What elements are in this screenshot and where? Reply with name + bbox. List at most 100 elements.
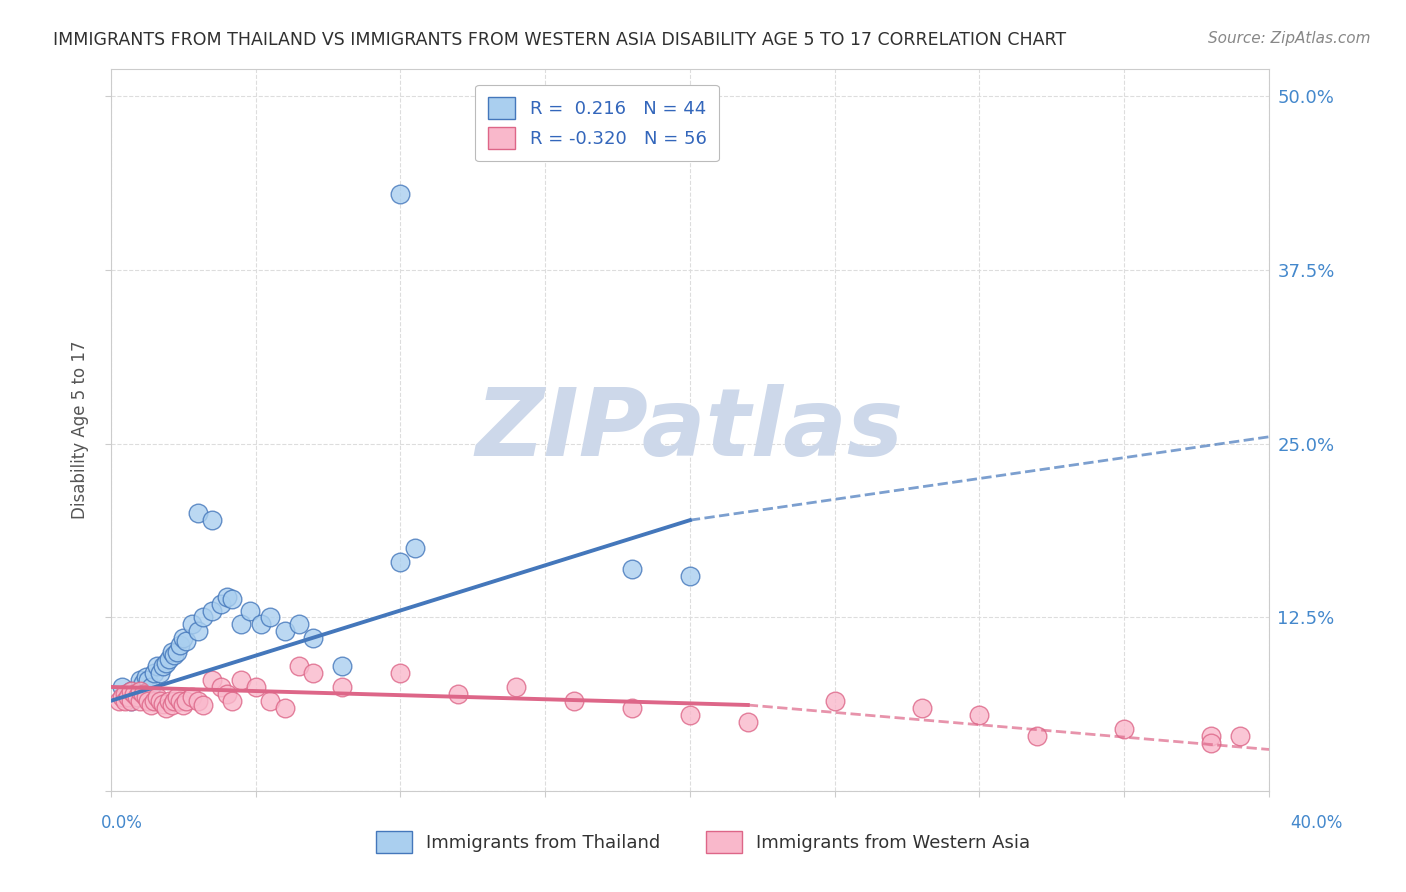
Point xyxy=(160,698,183,712)
Point xyxy=(131,675,153,690)
Point xyxy=(187,624,209,639)
Point xyxy=(138,694,160,708)
Point xyxy=(332,659,354,673)
Point xyxy=(1229,729,1251,743)
Point xyxy=(245,680,267,694)
Point xyxy=(114,687,136,701)
Point xyxy=(250,617,273,632)
Point xyxy=(172,698,194,712)
Y-axis label: Disability Age 5 to 17: Disability Age 5 to 17 xyxy=(72,341,89,519)
Point xyxy=(111,680,134,694)
Point xyxy=(131,687,153,701)
Point xyxy=(239,603,262,617)
Point xyxy=(114,694,136,708)
Text: IMMIGRANTS FROM THAILAND VS IMMIGRANTS FROM WESTERN ASIA DISABILITY AGE 5 TO 17 : IMMIGRANTS FROM THAILAND VS IMMIGRANTS F… xyxy=(53,31,1067,49)
Point xyxy=(221,694,243,708)
Point xyxy=(174,694,197,708)
Text: 40.0%: 40.0% xyxy=(1291,814,1343,831)
Text: Source: ZipAtlas.com: Source: ZipAtlas.com xyxy=(1208,31,1371,46)
Legend: Immigrants from Thailand, Immigrants from Western Asia: Immigrants from Thailand, Immigrants fro… xyxy=(368,824,1038,861)
Point xyxy=(302,666,325,681)
Point xyxy=(160,645,183,659)
Point xyxy=(120,694,142,708)
Point xyxy=(117,687,139,701)
Point xyxy=(163,648,186,662)
Text: 0.0%: 0.0% xyxy=(101,814,143,831)
Point xyxy=(1199,729,1222,743)
Point xyxy=(141,698,163,712)
Point xyxy=(114,690,136,704)
Point xyxy=(229,673,252,687)
Point xyxy=(201,673,224,687)
Point xyxy=(910,700,932,714)
Point xyxy=(229,617,252,632)
Point xyxy=(166,690,188,704)
Point xyxy=(163,694,186,708)
Point xyxy=(128,673,150,687)
Point xyxy=(128,694,150,708)
Point xyxy=(146,690,169,704)
Point xyxy=(117,690,139,704)
Point xyxy=(737,714,759,729)
Point xyxy=(824,694,846,708)
Point xyxy=(180,617,202,632)
Point xyxy=(143,666,166,681)
Point xyxy=(149,694,172,708)
Point xyxy=(221,592,243,607)
Point xyxy=(125,690,148,704)
Legend: R =  0.216   N = 44, R = -0.320   N = 56: R = 0.216 N = 44, R = -0.320 N = 56 xyxy=(475,85,718,161)
Point xyxy=(404,541,426,555)
Point xyxy=(166,645,188,659)
Point xyxy=(172,632,194,646)
Point xyxy=(1026,729,1049,743)
Point xyxy=(120,684,142,698)
Point xyxy=(122,690,145,704)
Point xyxy=(201,603,224,617)
Point xyxy=(389,186,412,201)
Point xyxy=(128,684,150,698)
Point xyxy=(193,698,215,712)
Point xyxy=(201,513,224,527)
Point xyxy=(122,687,145,701)
Point xyxy=(447,687,470,701)
Point xyxy=(562,694,585,708)
Point xyxy=(108,694,131,708)
Point xyxy=(155,700,177,714)
Point xyxy=(679,707,702,722)
Point xyxy=(969,707,991,722)
Point xyxy=(288,659,311,673)
Point xyxy=(389,555,412,569)
Point xyxy=(152,659,174,673)
Point xyxy=(120,684,142,698)
Point xyxy=(259,610,281,624)
Point xyxy=(215,687,238,701)
Point xyxy=(157,694,180,708)
Point xyxy=(125,687,148,701)
Point xyxy=(273,700,295,714)
Point xyxy=(180,690,202,704)
Point xyxy=(120,694,142,708)
Point xyxy=(134,690,156,704)
Point xyxy=(209,680,232,694)
Text: ZIPatlas: ZIPatlas xyxy=(475,384,904,475)
Point xyxy=(169,638,191,652)
Point xyxy=(169,694,191,708)
Point xyxy=(134,670,156,684)
Point xyxy=(620,562,643,576)
Point xyxy=(620,700,643,714)
Point xyxy=(155,657,177,671)
Point xyxy=(215,590,238,604)
Point xyxy=(138,673,160,687)
Point xyxy=(146,659,169,673)
Point xyxy=(389,666,412,681)
Point xyxy=(1199,735,1222,749)
Point xyxy=(193,610,215,624)
Point xyxy=(187,506,209,520)
Point xyxy=(273,624,295,639)
Point xyxy=(505,680,527,694)
Point xyxy=(332,680,354,694)
Point xyxy=(174,634,197,648)
Point xyxy=(187,694,209,708)
Point xyxy=(1114,722,1136,736)
Point xyxy=(141,680,163,694)
